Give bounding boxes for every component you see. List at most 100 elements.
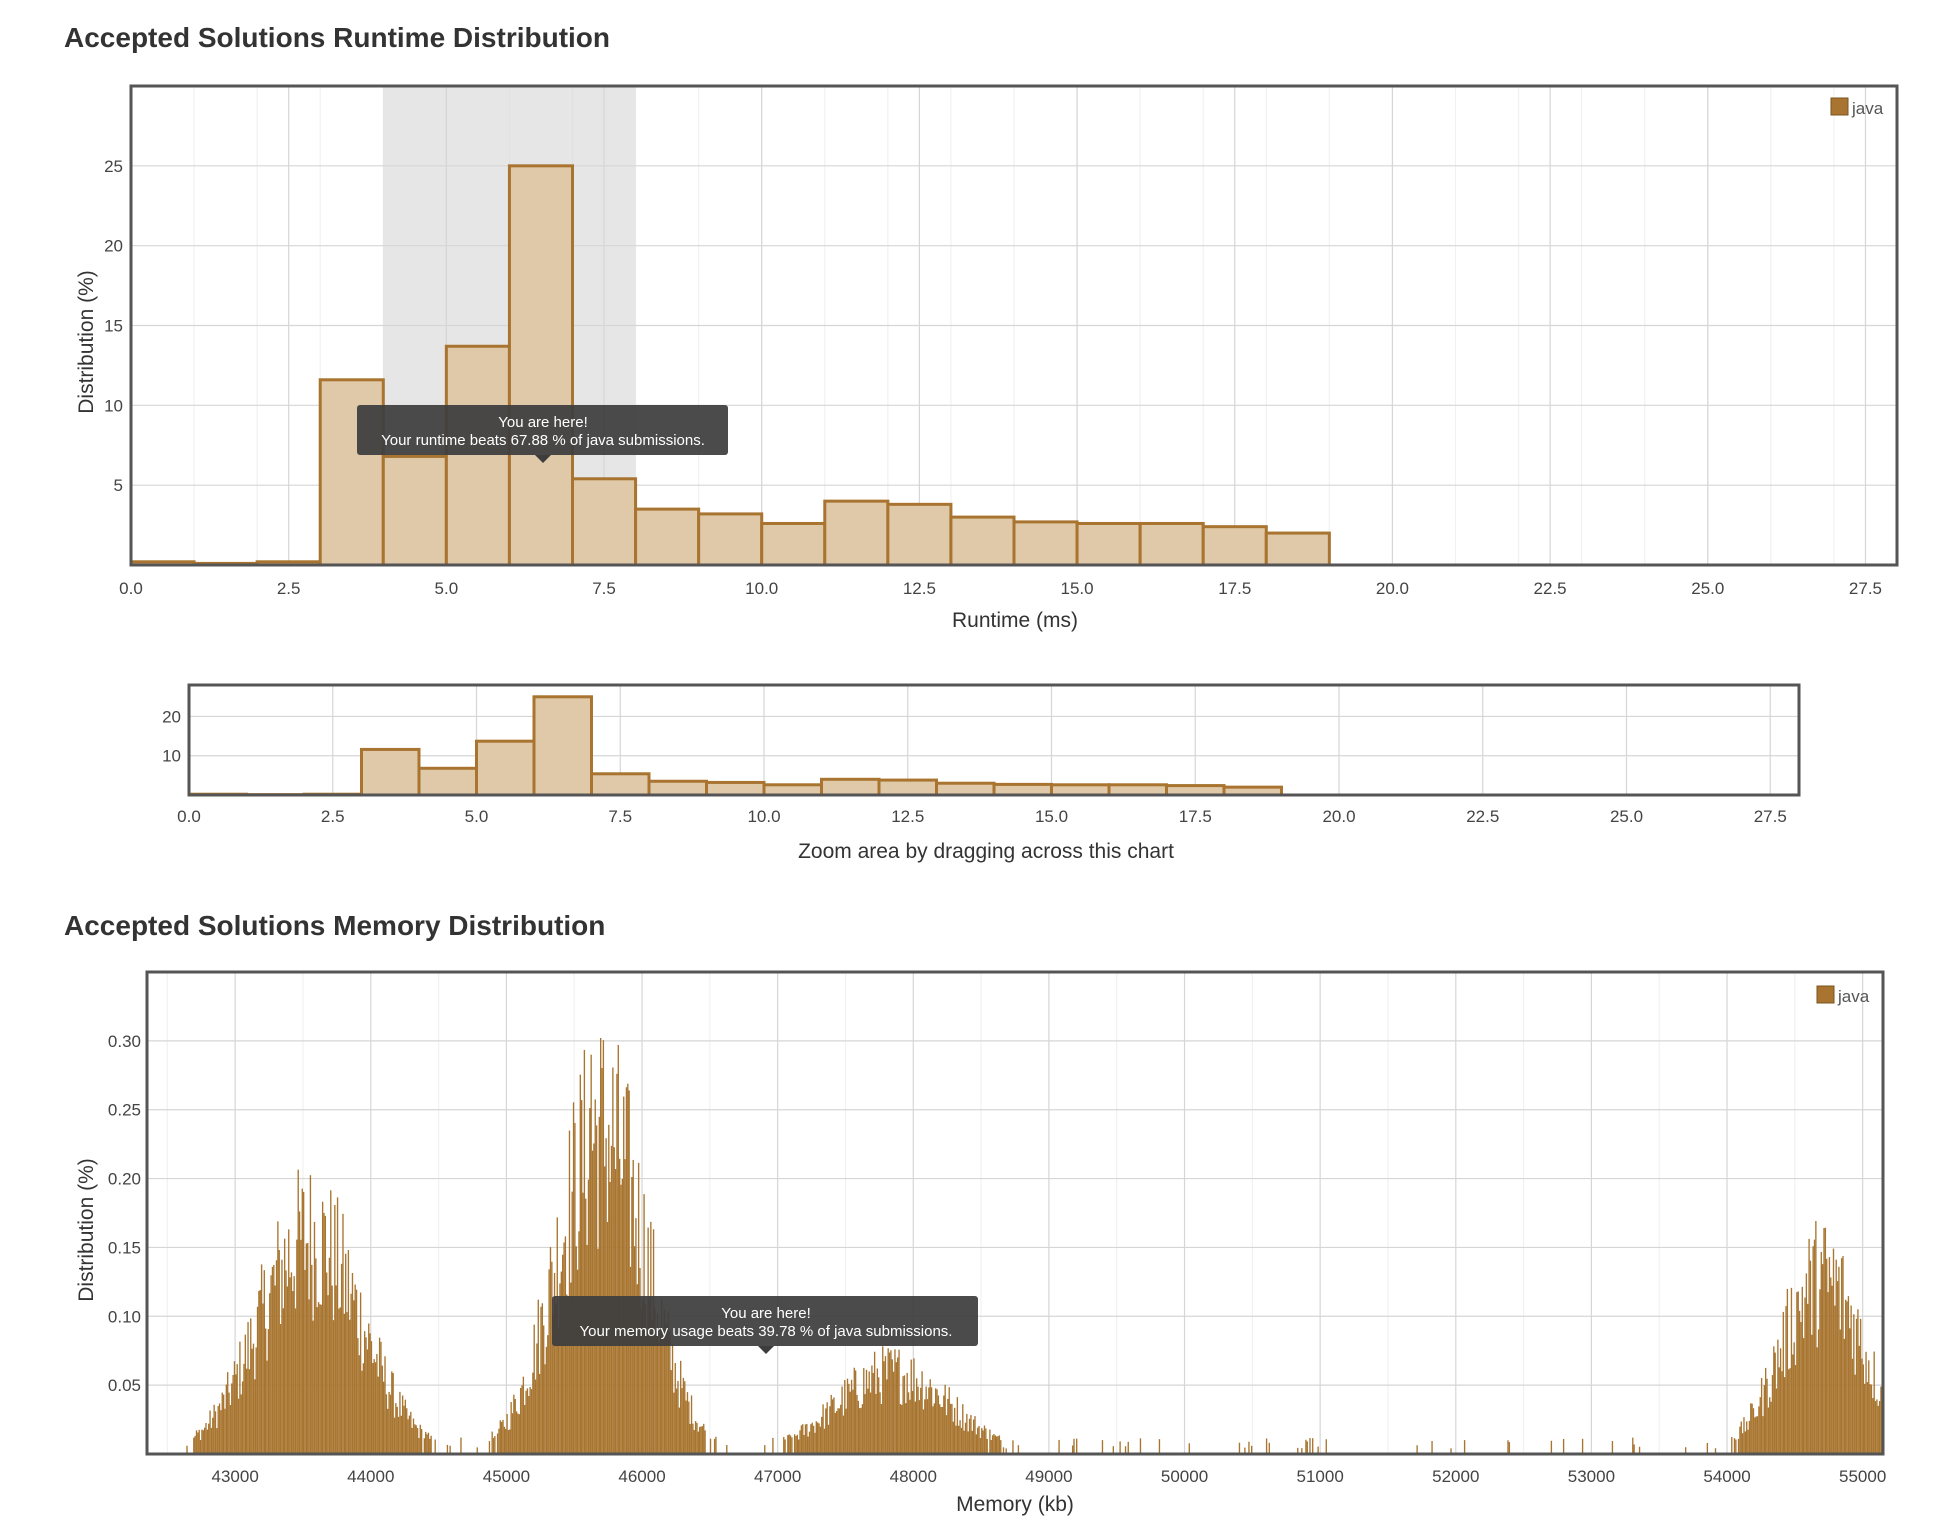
memory-bar <box>1797 1291 1799 1454</box>
memory-bar <box>403 1405 405 1454</box>
memory-bar <box>1812 1246 1814 1454</box>
memory-title: Accepted Solutions Memory Distribution <box>64 910 606 941</box>
memory-bar <box>840 1404 842 1454</box>
memory-bar <box>532 1372 534 1454</box>
memory-bar <box>1550 1440 1553 1454</box>
runtime-bar[interactable] <box>697 512 764 567</box>
memory-bar <box>212 1417 214 1454</box>
memory-bar <box>1868 1360 1870 1454</box>
memory-bar <box>1071 1445 1074 1454</box>
runtime-bar[interactable] <box>444 344 511 567</box>
memory-bar <box>277 1221 279 1454</box>
memory-legend[interactable]: java <box>1816 985 1870 1006</box>
memory-bar <box>414 1424 416 1454</box>
memory-bar <box>1760 1378 1763 1454</box>
memory-bar <box>901 1404 903 1454</box>
runtime-bar[interactable] <box>1264 531 1331 567</box>
memory-bar <box>222 1394 225 1454</box>
memory-bar <box>966 1413 968 1454</box>
memory-bar <box>849 1391 851 1454</box>
memory-x-ticks: 43000 44000 45000 46000 47000 48000 49000 50000… <box>212 1467 1887 1486</box>
memory-bar <box>898 1349 900 1454</box>
memory-bar <box>1821 1264 1824 1454</box>
memory-bar <box>399 1391 401 1454</box>
memory-bar <box>1746 1421 1748 1454</box>
memory-bar <box>1759 1397 1761 1454</box>
memory-bar <box>311 1264 313 1454</box>
memory-bar <box>338 1308 340 1454</box>
runtime-bar[interactable] <box>571 477 638 567</box>
memory-bar <box>263 1270 265 1454</box>
memory-bar <box>1785 1306 1787 1454</box>
memory-bar <box>1853 1314 1855 1454</box>
memory-bar <box>270 1275 272 1454</box>
y-tick-label: 15 <box>104 317 123 336</box>
memory-bar <box>499 1420 501 1454</box>
memory-bar <box>949 1403 952 1454</box>
memory-bar <box>345 1253 347 1454</box>
runtime-bar[interactable] <box>1138 521 1205 567</box>
x-tick-label: 2.5 <box>277 579 301 598</box>
navigator-chart[interactable]: 0.0 2.5 5.0 7.5 10.0 12.5 15.0 17.5 20.0 22.5 25.0… <box>0 0 1938 880</box>
memory-bar <box>208 1423 210 1454</box>
memory-bar <box>1774 1352 1776 1454</box>
runtime-bar[interactable] <box>634 507 701 567</box>
memory-bar <box>549 1247 552 1454</box>
runtime-bar[interactable] <box>1075 521 1142 567</box>
memory-tooltip-line2: Your memory usage beats 39.78 % of java … <box>580 1323 953 1340</box>
memory-bar <box>343 1313 346 1454</box>
x-tick-label: 48000 <box>890 1467 937 1486</box>
memory-bar <box>597 1248 599 1454</box>
memory-bar <box>1854 1374 1856 1454</box>
y-tick-label: 0.25 <box>108 1101 141 1120</box>
memory-bar <box>1754 1417 1756 1454</box>
runtime-legend[interactable]: java <box>1830 97 1884 118</box>
memory-bar <box>1765 1367 1767 1454</box>
memory-bar <box>886 1379 888 1454</box>
memory-bar <box>488 1441 491 1454</box>
memory-bar <box>1839 1329 1841 1454</box>
memory-bar <box>1752 1408 1755 1454</box>
x-tick-label: 53000 <box>1568 1467 1615 1486</box>
memory-bar <box>1743 1417 1745 1454</box>
memory-bar <box>764 1445 766 1454</box>
memory-bar <box>239 1341 241 1454</box>
runtime-chart[interactable]: 0.0 2.5 5.0 7.5 10.0 12.5 15.0 17.5 20.0 22.5 25.0… <box>0 0 1938 640</box>
memory-bar <box>956 1397 959 1454</box>
runtime-bar[interactable] <box>823 499 890 567</box>
memory-bar <box>258 1290 260 1454</box>
runtime-bar[interactable] <box>507 164 574 567</box>
memory-bar <box>1779 1348 1782 1454</box>
memory-bar <box>429 1438 431 1454</box>
memory-bar <box>1158 1439 1161 1454</box>
x-tick-label: 45000 <box>483 1467 530 1486</box>
memory-bar <box>671 1343 674 1454</box>
memory-bar <box>321 1201 324 1454</box>
runtime-tooltip-line1: You are here! <box>498 414 588 431</box>
y-tick-label: 10 <box>162 747 181 766</box>
memory-bar <box>857 1400 860 1454</box>
memory-bar <box>498 1428 500 1454</box>
memory-bar <box>553 1272 556 1454</box>
memory-bar <box>507 1430 510 1454</box>
runtime-bar[interactable] <box>381 454 448 567</box>
memory-bar <box>292 1291 294 1454</box>
memory-bar <box>392 1373 394 1454</box>
memory-bar <box>548 1269 550 1454</box>
memory-bar <box>1737 1438 1740 1454</box>
memory-bar <box>947 1398 949 1454</box>
memory-bar <box>217 1406 219 1454</box>
x-tick-label: 15.0 <box>1035 807 1068 826</box>
memory-bar <box>887 1348 889 1454</box>
memory-bar <box>366 1349 369 1454</box>
memory-bar <box>368 1323 370 1454</box>
memory-bar <box>1842 1256 1844 1454</box>
memory-bar <box>670 1370 672 1454</box>
runtime-bar[interactable] <box>949 515 1016 567</box>
navigator-y-ticks: 10 20 <box>162 707 181 765</box>
y-tick-label: 25 <box>104 157 123 176</box>
x-tick-label: 17.5 <box>1218 579 1251 598</box>
memory-bar <box>1714 1448 1717 1454</box>
memory-bar <box>994 1435 997 1454</box>
